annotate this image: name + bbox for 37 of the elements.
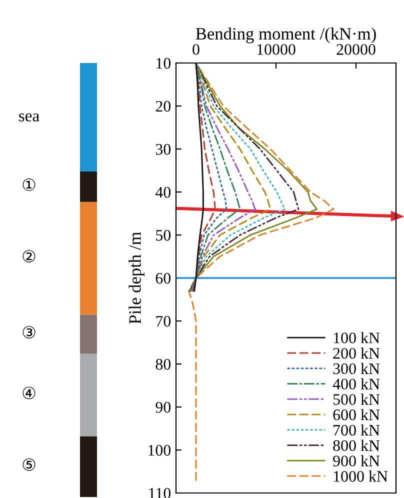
- legend-label: 800 kN: [333, 440, 380, 452]
- x-tick-label: 0: [192, 44, 200, 55]
- text: sea: [19, 113, 40, 122]
- x-tick-label: 10000: [257, 44, 296, 55]
- text: ③: [22, 326, 36, 338]
- legend-label: 200 kN: [333, 347, 380, 359]
- legend-label: 100 kN: [334, 332, 380, 344]
- legend-label: 1000 kN: [334, 470, 388, 482]
- legend-label: 900 kN: [333, 455, 380, 466]
- text: ⑤: [22, 458, 36, 471]
- bar: [80, 202, 97, 315]
- y-tick-label: 100: [148, 444, 171, 456]
- y-tick-label: 90: [156, 402, 171, 413]
- y-tick-label: 30: [156, 144, 171, 155]
- text: ④: [22, 386, 36, 400]
- x-tick-label: 20000: [336, 44, 376, 55]
- y-axis-title: Pile depth /m: [128, 232, 144, 324]
- x-axis-title: Bending moment /(kN·m): [196, 27, 376, 44]
- legend-label: 700 kN: [334, 424, 380, 436]
- y-tick-label: 20: [156, 100, 171, 112]
- bar: [80, 172, 97, 202]
- y-tick-label: 40: [155, 186, 171, 198]
- bar: [80, 314, 97, 354]
- bar: [80, 354, 97, 436]
- legend-label: 400 kN: [332, 378, 380, 390]
- bar: [80, 63, 97, 172]
- text: ①: [22, 178, 36, 191]
- legend-label: 500 kN: [333, 394, 380, 405]
- y-tick-label: 10: [156, 58, 171, 69]
- legend-label: 300 kN: [333, 362, 380, 374]
- y-tick-label: 80: [156, 358, 171, 370]
- legend-label: 600 kN: [333, 409, 380, 420]
- y-tick-label: 50: [156, 230, 171, 241]
- bar: [80, 436, 97, 497]
- y-tick-label: 60: [156, 272, 171, 284]
- text: ②: [22, 250, 36, 262]
- y-tick-label: 70: [156, 316, 171, 327]
